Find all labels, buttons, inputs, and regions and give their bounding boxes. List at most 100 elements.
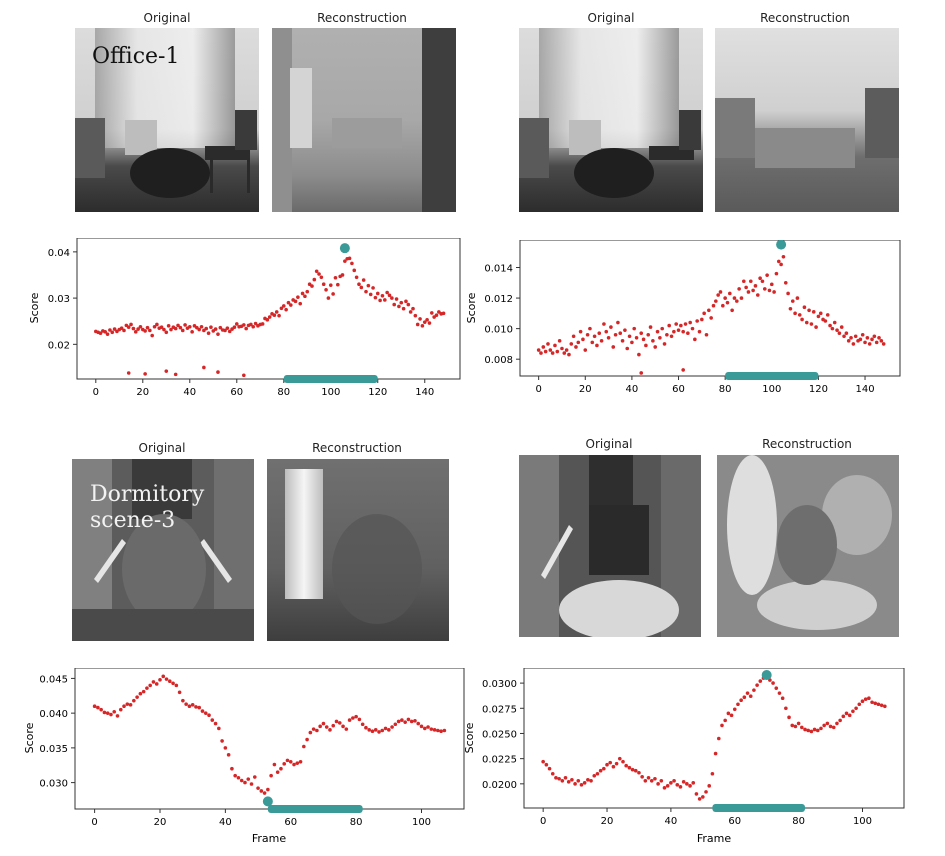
- score-point: [742, 279, 746, 284]
- y-tick-label: 0.0200: [482, 780, 517, 791]
- score-point: [364, 289, 368, 294]
- score-point: [347, 718, 352, 722]
- score-point: [203, 711, 208, 715]
- score-point: [115, 714, 120, 718]
- score-point: [126, 325, 131, 330]
- chart-office-2: 0.008 0.010 0.012 0.014 0 20 40 60 80 100 120 140 S…: [465, 240, 901, 395]
- y-tick-label: 0.0225: [482, 755, 517, 766]
- score-point: [298, 759, 303, 764]
- score-point: [131, 326, 136, 331]
- score-point: [234, 322, 239, 326]
- anomaly-range-bar: [267, 805, 363, 813]
- score-point: [598, 768, 603, 773]
- score-point: [244, 326, 248, 331]
- score-point: [344, 727, 349, 731]
- score-point: [427, 321, 432, 325]
- score-point: [716, 736, 721, 741]
- score-point: [225, 326, 230, 330]
- score-point: [683, 322, 688, 326]
- score-point: [726, 711, 731, 716]
- x-tick-label: 20: [579, 384, 592, 395]
- score-point: [151, 680, 156, 684]
- score-point: [441, 311, 446, 316]
- score-point: [180, 328, 185, 333]
- score-point: [318, 724, 322, 729]
- score-point: [815, 728, 820, 733]
- score-point: [436, 728, 440, 733]
- score-point: [317, 272, 321, 276]
- score-point: [835, 328, 839, 332]
- score-point: [599, 339, 604, 343]
- score-point: [190, 330, 194, 334]
- score-point: [553, 343, 557, 348]
- score-point: [723, 296, 727, 300]
- score-point: [357, 282, 361, 287]
- score-point: [105, 332, 110, 336]
- score-point: [194, 705, 198, 709]
- score-point: [148, 683, 152, 688]
- x-tick-label: 80: [792, 816, 805, 827]
- score-point: [617, 756, 622, 761]
- score-point: [640, 774, 644, 779]
- score-point: [688, 784, 692, 788]
- score-point: [858, 337, 863, 342]
- score-point: [375, 291, 380, 296]
- score-point: [854, 706, 858, 711]
- score-point: [828, 323, 832, 328]
- score-point: [823, 319, 828, 323]
- score-point: [284, 307, 288, 312]
- x-tick-label: 60: [728, 816, 741, 827]
- score-point: [109, 712, 113, 717]
- score-point: [643, 779, 648, 783]
- score-point: [159, 325, 164, 330]
- score-point: [324, 287, 328, 292]
- score-point: [373, 295, 378, 300]
- score-point: [811, 310, 816, 314]
- original-label: Original: [587, 11, 635, 25]
- score-point: [347, 256, 352, 261]
- score-point: [710, 771, 715, 776]
- score-point: [422, 320, 427, 324]
- score-point: [863, 697, 868, 702]
- score-point: [678, 785, 683, 789]
- score-point: [758, 679, 763, 683]
- score-point: [639, 331, 644, 336]
- score-point: [746, 290, 751, 294]
- score-point: [439, 729, 443, 734]
- score-point: [326, 296, 331, 300]
- score-point: [288, 759, 293, 764]
- score-point: [249, 322, 253, 327]
- score-point: [774, 271, 779, 276]
- score-point: [853, 334, 858, 339]
- score-point: [364, 725, 368, 730]
- score-point: [138, 324, 143, 329]
- score-point: [579, 783, 584, 787]
- score-point: [401, 306, 406, 311]
- score-point: [419, 724, 424, 729]
- score-point: [870, 700, 874, 705]
- score-point: [857, 702, 862, 707]
- score-point: [177, 690, 182, 695]
- peak-marker: [339, 243, 350, 254]
- x-tick-label: 80: [719, 384, 732, 395]
- score-point: [413, 718, 417, 723]
- score-point: [310, 284, 314, 288]
- x-tick-label: 20: [136, 387, 149, 398]
- score-point: [818, 311, 823, 316]
- score-point: [624, 763, 628, 768]
- original-depth-image: [75, 28, 259, 212]
- score-point: [816, 314, 821, 319]
- score-point: [406, 302, 411, 307]
- score-point: [669, 334, 674, 339]
- score-point: [694, 792, 699, 796]
- score-point: [420, 324, 425, 328]
- score-point: [732, 296, 737, 300]
- score-point: [679, 323, 683, 328]
- score-point: [272, 762, 277, 767]
- score-point: [96, 705, 100, 710]
- score-point: [370, 729, 375, 734]
- score-point: [108, 328, 112, 332]
- score-point: [403, 720, 407, 724]
- score-point: [557, 339, 562, 343]
- x-tick-label: 100: [321, 387, 340, 398]
